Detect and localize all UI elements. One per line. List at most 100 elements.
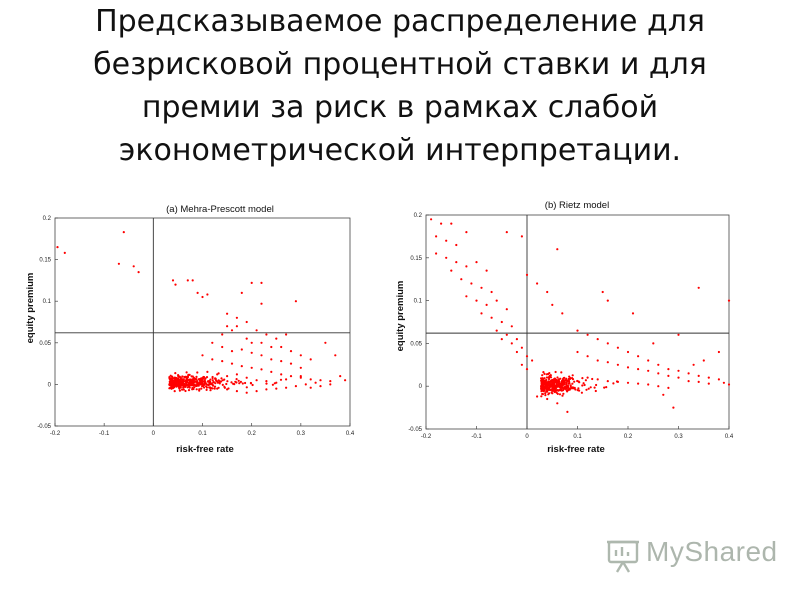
data-point — [137, 271, 140, 274]
data-point — [309, 378, 312, 381]
data-point — [199, 380, 202, 383]
data-point — [260, 281, 263, 284]
data-point — [515, 338, 518, 341]
data-point — [543, 372, 546, 375]
data-point — [280, 345, 283, 349]
data-point — [563, 382, 566, 386]
x-axis-label: risk-free rate — [176, 444, 234, 455]
data-point — [603, 386, 606, 389]
data-point — [169, 377, 172, 380]
watermark-text: MyShared — [646, 536, 778, 567]
data-point — [235, 381, 238, 384]
data-point — [616, 346, 619, 349]
data-point — [221, 333, 224, 336]
data-point — [563, 376, 566, 379]
data-point — [329, 380, 332, 383]
data-point — [205, 376, 209, 379]
data-point — [576, 379, 579, 383]
rietz-chart: (b) Rietz model risk-free rate equity pr… — [395, 200, 734, 455]
data-point — [211, 384, 215, 387]
data-point — [631, 312, 635, 315]
data-point — [647, 359, 650, 362]
data-point — [697, 380, 700, 383]
data-point — [667, 386, 670, 389]
x-tick-label: 0 — [152, 431, 156, 437]
data-point — [240, 365, 243, 368]
data-point — [580, 391, 583, 394]
data-point — [188, 385, 191, 388]
data-point — [548, 388, 552, 391]
data-point — [240, 348, 243, 351]
data-point — [540, 390, 543, 393]
data-point — [667, 374, 670, 377]
data-point — [500, 320, 503, 324]
data-point — [568, 388, 571, 391]
data-point — [187, 373, 190, 376]
data-point — [206, 380, 209, 383]
data-point — [56, 246, 59, 249]
data-point — [251, 383, 254, 387]
data-point — [201, 295, 204, 299]
data-point — [211, 387, 214, 390]
x-tick-label: -0.2 — [50, 431, 61, 437]
data-point — [577, 387, 580, 390]
data-point — [445, 256, 448, 259]
data-point — [548, 392, 551, 395]
data-point — [239, 380, 242, 383]
data-point — [553, 385, 556, 388]
data-point — [241, 382, 244, 385]
data-point — [647, 369, 650, 372]
y-tick-label: 0 — [48, 382, 52, 388]
data-point — [571, 374, 574, 377]
data-point — [200, 377, 203, 380]
data-point — [63, 251, 66, 254]
data-point — [556, 376, 559, 379]
mehra-prescott-chart: (a) Mehra-Prescott model risk-free rate … — [25, 204, 355, 455]
data-point — [717, 350, 720, 354]
y-tick-label: 0.2 — [43, 216, 52, 222]
data-point — [122, 231, 125, 234]
data-point — [596, 359, 599, 362]
data-point — [199, 383, 202, 386]
data-point — [314, 381, 317, 384]
data-point — [289, 350, 293, 353]
x-tick-label: 0.3 — [674, 434, 683, 440]
data-point — [541, 380, 544, 383]
data-point — [541, 374, 544, 377]
data-point — [692, 363, 695, 366]
data-point — [175, 385, 178, 388]
data-point — [546, 397, 549, 401]
data-point — [177, 375, 180, 378]
mehra-prescott-plot: (a) Mehra-Prescott model risk-free rate … — [15, 180, 377, 458]
data-point — [450, 222, 453, 225]
data-point — [582, 382, 585, 385]
x-tick-label: 0.2 — [247, 431, 256, 437]
data-point — [289, 362, 293, 365]
data-point — [560, 381, 563, 384]
data-point — [550, 379, 554, 383]
y-tick-label: 0.1 — [43, 299, 52, 305]
data-point — [567, 380, 570, 383]
data-point — [545, 376, 549, 379]
y-tick-label: 0.2 — [414, 213, 423, 219]
data-point — [561, 379, 564, 382]
data-point — [500, 338, 503, 341]
data-point — [626, 366, 630, 369]
data-point — [586, 376, 589, 379]
data-point — [329, 383, 332, 386]
data-point — [584, 379, 587, 382]
data-point — [637, 355, 640, 358]
data-point — [562, 388, 565, 392]
data-point — [707, 382, 710, 385]
data-point — [214, 382, 217, 385]
data-point — [182, 382, 185, 385]
data-point — [244, 381, 247, 385]
data-point — [560, 371, 563, 374]
data-point — [172, 379, 175, 382]
data-point — [208, 383, 211, 386]
data-point — [571, 377, 574, 380]
data-point — [561, 312, 564, 315]
data-point — [275, 387, 278, 390]
plot-frame — [425, 214, 730, 430]
data-point — [505, 231, 508, 234]
